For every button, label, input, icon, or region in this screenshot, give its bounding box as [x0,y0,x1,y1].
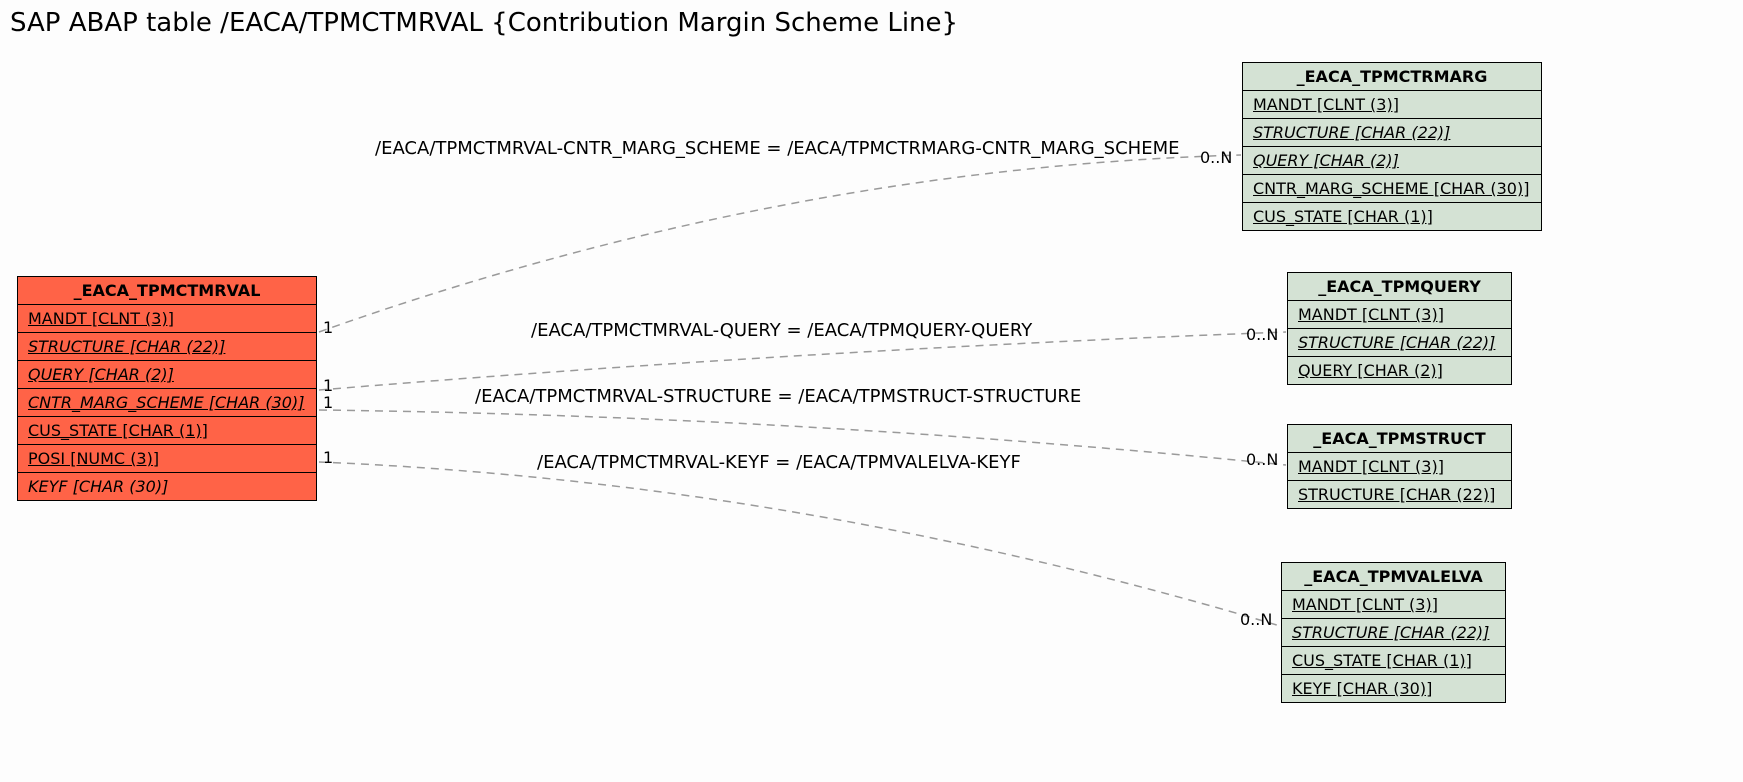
cardinality-left: 1 [323,318,333,337]
entity-field: MANDT [CLNT (3)] [18,305,316,333]
main-entity: _EACA_TPMCTMRVALMANDT [CLNT (3)]STRUCTUR… [17,276,317,501]
entity-field: STRUCTURE [CHAR (22)] [1288,329,1511,357]
relationship-label: /EACA/TPMCTMRVAL-KEYF = /EACA/TPMVALELVA… [537,452,1021,473]
entity-header: _EACA_TPMCTRMARG [1243,63,1541,91]
cardinality-right: 0..N [1246,450,1278,469]
entity-field: QUERY [CHAR (2)] [1243,147,1541,175]
entity-header: _EACA_TPMVALELVA [1282,563,1505,591]
cardinality-right: 0..N [1200,148,1232,167]
entity-field: STRUCTURE [CHAR (22)] [18,333,316,361]
entity-field: MANDT [CLNT (3)] [1288,301,1511,329]
cardinality-right: 0..N [1246,325,1278,344]
relationship-label: /EACA/TPMCTMRVAL-CNTR_MARG_SCHEME = /EAC… [375,138,1180,159]
ref-entity-marg: _EACA_TPMCTRMARGMANDT [CLNT (3)]STRUCTUR… [1242,62,1542,231]
entity-field: CUS_STATE [CHAR (1)] [18,417,316,445]
entity-field: POSI [NUMC (3)] [18,445,316,473]
entity-field: QUERY [CHAR (2)] [18,361,316,389]
cardinality-left: 1 [323,393,333,412]
entity-field: CUS_STATE [CHAR (1)] [1282,647,1505,675]
entity-field: QUERY [CHAR (2)] [1288,357,1511,384]
ref-entity-struct: _EACA_TPMSTRUCTMANDT [CLNT (3)]STRUCTURE… [1287,424,1512,509]
entity-field: STRUCTURE [CHAR (22)] [1288,481,1511,508]
ref-entity-valelva: _EACA_TPMVALELVAMANDT [CLNT (3)]STRUCTUR… [1281,562,1506,703]
relationship-edge [319,462,1280,626]
relationship-label: /EACA/TPMCTMRVAL-QUERY = /EACA/TPMQUERY-… [531,320,1032,341]
entity-header: _EACA_TPMQUERY [1288,273,1511,301]
entity-field: MANDT [CLNT (3)] [1282,591,1505,619]
relationship-edge [319,155,1241,332]
entity-field: KEYF [CHAR (30)] [18,473,316,500]
entity-field: STRUCTURE [CHAR (22)] [1243,119,1541,147]
page-title: SAP ABAP table /EACA/TPMCTMRVAL {Contrib… [10,8,958,38]
cardinality-left: 1 [323,448,333,467]
entity-field: KEYF [CHAR (30)] [1282,675,1505,702]
entity-header: _EACA_TPMCTMRVAL [18,277,316,305]
entity-field: CNTR_MARG_SCHEME [CHAR (30)] [18,389,316,417]
entity-field: MANDT [CLNT (3)] [1288,453,1511,481]
relationship-label: /EACA/TPMCTMRVAL-STRUCTURE = /EACA/TPMST… [475,386,1081,407]
cardinality-right: 0..N [1240,610,1272,629]
entity-field: CNTR_MARG_SCHEME [CHAR (30)] [1243,175,1541,203]
ref-entity-query: _EACA_TPMQUERYMANDT [CLNT (3)]STRUCTURE … [1287,272,1512,385]
entity-field: CUS_STATE [CHAR (1)] [1243,203,1541,230]
entity-field: STRUCTURE [CHAR (22)] [1282,619,1505,647]
entity-header: _EACA_TPMSTRUCT [1288,425,1511,453]
entity-field: MANDT [CLNT (3)] [1243,91,1541,119]
